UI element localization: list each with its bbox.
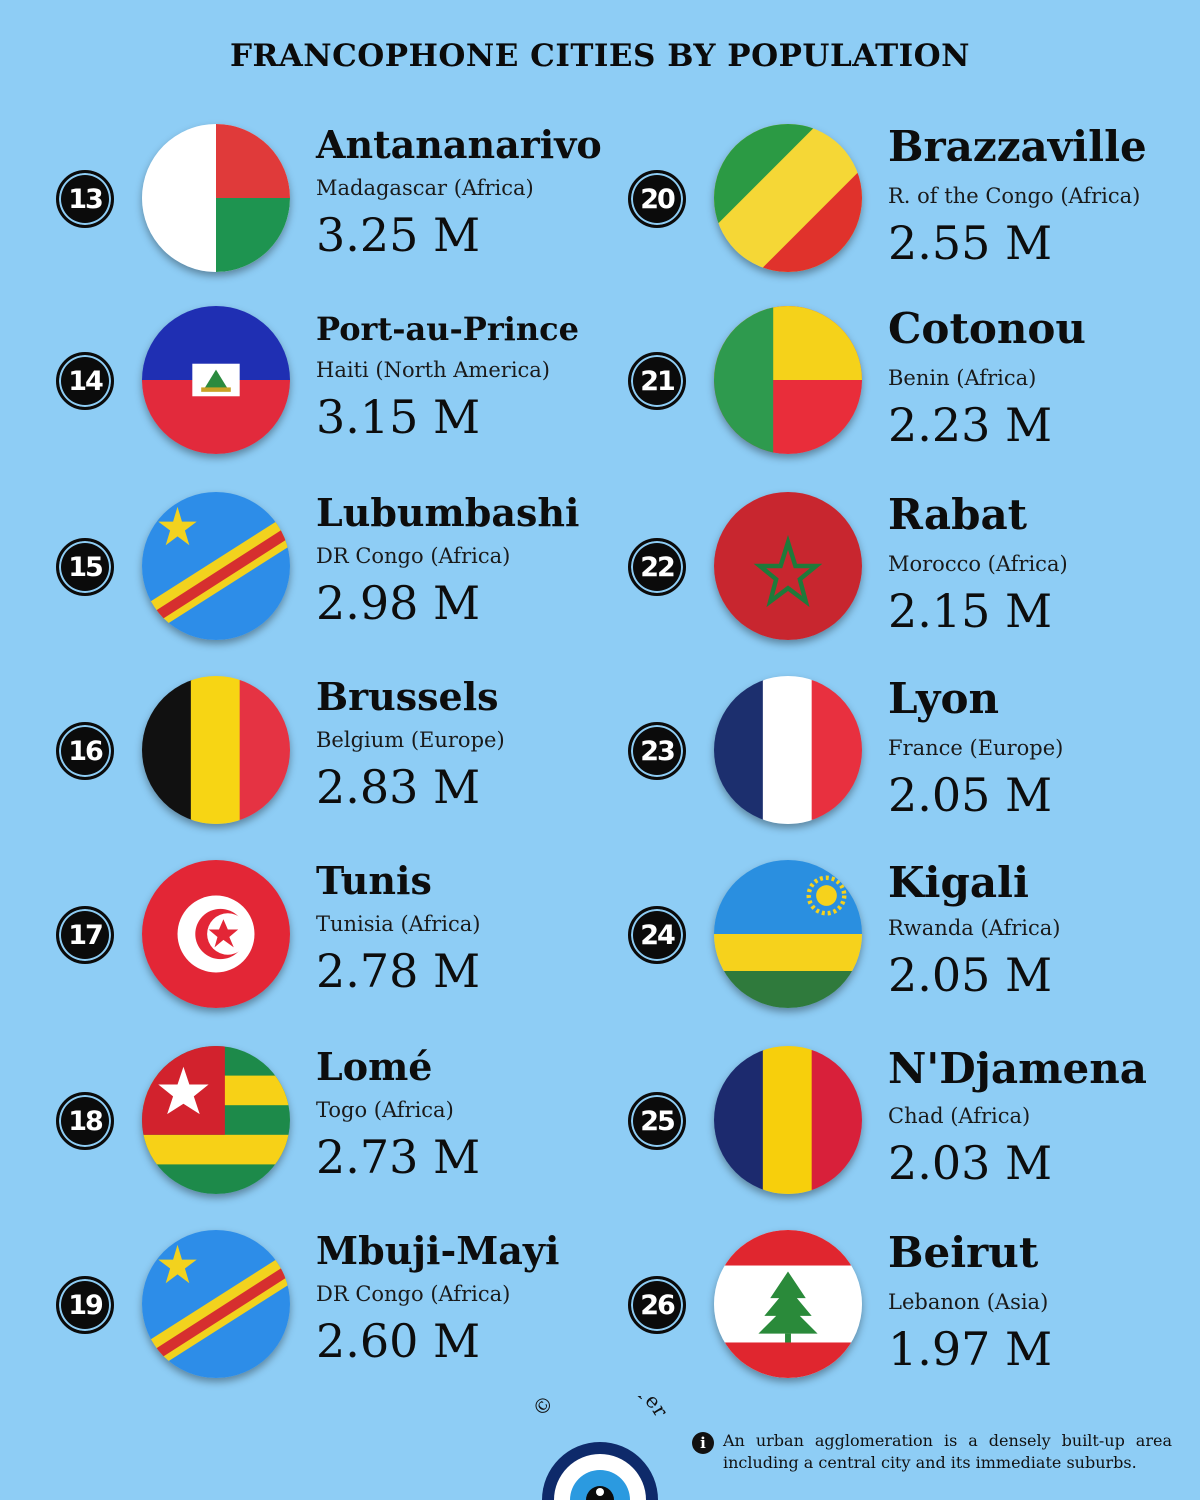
country-label: Togo (Africa) — [316, 1098, 454, 1122]
city-name: Tunis — [316, 858, 432, 903]
rank-badge: 18 — [56, 1092, 114, 1150]
togo-flag-icon — [142, 1046, 290, 1194]
rank-badge: 19 — [56, 1276, 114, 1334]
city-entry-brussels: 16 Brussels Belgium (Europe) 2.83 M — [56, 672, 616, 832]
city-entry-ndjamena: 25 N'Djamena Chad (Africa) 2.03 M — [628, 1042, 1188, 1202]
rank-badge: 26 — [628, 1276, 686, 1334]
country-label: Chad (Africa) — [888, 1104, 1031, 1128]
rank-badge: 17 — [56, 906, 114, 964]
population-value: 2.98 M — [316, 576, 481, 630]
rank-badge: 16 — [56, 722, 114, 780]
rank-badge: 21 — [628, 352, 686, 410]
madagascar-flag-icon — [142, 124, 290, 272]
city-name: N'Djamena — [888, 1044, 1147, 1093]
brand-text: © Civixplorer — [527, 1365, 673, 1421]
benin-flag-icon — [714, 306, 862, 454]
country-label: Morocco (Africa) — [888, 552, 1068, 576]
population-value: 2.05 M — [888, 768, 1053, 822]
population-value: 2.83 M — [316, 760, 481, 814]
svg-text:© Civixplorer: © Civixplorer — [527, 1396, 673, 1421]
rank-badge: 13 — [56, 170, 114, 228]
city-entry-tunis: 17 Tunis Tunisia (Africa) 2.78 M — [56, 856, 616, 1016]
city-entry-lyon: 23 Lyon France (Europe) 2.05 M — [628, 672, 1188, 832]
country-label: DR Congo (Africa) — [316, 544, 511, 568]
chad-flag-icon — [714, 1046, 862, 1194]
page-title: FRANCOPHONE CITIES BY POPULATION — [229, 38, 971, 74]
info-icon: i — [692, 1432, 714, 1454]
population-value: 2.03 M — [888, 1136, 1053, 1190]
dr-congo-flag-icon — [142, 492, 290, 640]
lebanon-flag-icon — [714, 1230, 862, 1378]
country-label: R. of the Congo (Africa) — [888, 184, 1141, 208]
city-entry-antananarivo: 13 Antananarivo Madagascar (Africa) 3.25… — [56, 120, 616, 280]
footnote: An urban agglomeration is a densely buil… — [723, 1431, 1172, 1472]
brand-logo: © Civixplorer — [520, 1365, 680, 1500]
population-value: 2.78 M — [316, 944, 481, 998]
city-entry-beirut: 26 Beirut Lebanon (Asia) 1.97 M — [628, 1226, 1188, 1386]
rwanda-flag-icon — [714, 860, 862, 1008]
city-entry-rabat: 22 Rabat Morocco (Africa) 2.15 M — [628, 488, 1188, 648]
country-label: Belgium (Europe) — [316, 728, 505, 752]
city-entry-port-au-prince: 14 Port-au-Prince Haiti (North America) … — [56, 302, 616, 462]
city-name: Brussels — [316, 674, 499, 719]
population-value: 2.05 M — [888, 948, 1053, 1002]
morocco-flag-icon — [714, 492, 862, 640]
rank-badge: 24 — [628, 906, 686, 964]
country-label: Tunisia (Africa) — [316, 912, 481, 936]
rank-badge: 15 — [56, 538, 114, 596]
congo-flag-icon — [714, 124, 862, 272]
city-entry-brazzaville: 20 Brazzaville R. of the Congo (Africa) … — [628, 120, 1188, 280]
city-entry-kigali: 24 Kigali Rwanda (Africa) 2.05 M — [628, 856, 1188, 1016]
rank-badge: 25 — [628, 1092, 686, 1150]
population-value: 3.25 M — [316, 208, 481, 262]
city-name: Lomé — [316, 1044, 433, 1089]
country-label: DR Congo (Africa) — [316, 1282, 511, 1306]
city-name: Lyon — [888, 674, 999, 723]
country-label: Haiti (North America) — [316, 358, 551, 382]
population-value: 2.55 M — [888, 216, 1053, 270]
city-name: Port-au-Prince — [316, 310, 579, 348]
rank-badge: 23 — [628, 722, 686, 780]
city-name: Antananarivo — [316, 122, 602, 167]
city-entry-lome: 18 Lomé Togo (Africa) 2.73 M — [56, 1042, 616, 1202]
haiti-flag-icon — [142, 306, 290, 454]
city-entry-mbuji-mayi: 19 Mbuji-Mayi DR Congo (Africa) 2.60 M — [56, 1226, 616, 1386]
rank-badge: 22 — [628, 538, 686, 596]
population-value: 2.15 M — [888, 584, 1053, 638]
population-value: 2.73 M — [316, 1130, 481, 1184]
belgium-flag-icon — [142, 676, 290, 824]
city-name: Rabat — [888, 490, 1028, 539]
rank-badge: 20 — [628, 170, 686, 228]
city-name: Lubumbashi — [316, 490, 580, 535]
city-name: Beirut — [888, 1228, 1039, 1277]
city-name: Cotonou — [888, 304, 1086, 353]
population-value: 3.15 M — [316, 390, 481, 444]
city-entry-cotonou: 21 Cotonou Benin (Africa) 2.23 M — [628, 302, 1188, 462]
country-label: Benin (Africa) — [888, 366, 1037, 390]
country-label: Lebanon (Asia) — [888, 1290, 1049, 1314]
country-label: France (Europe) — [888, 736, 1064, 760]
population-value: 2.23 M — [888, 398, 1053, 452]
rank-badge: 14 — [56, 352, 114, 410]
city-name: Kigali — [888, 858, 1029, 907]
city-name: Brazzaville — [888, 122, 1147, 171]
country-label: Madagascar (Africa) — [316, 176, 534, 200]
population-value: 1.97 M — [888, 1322, 1053, 1376]
france-flag-icon — [714, 676, 862, 824]
city-name: Mbuji-Mayi — [316, 1228, 560, 1273]
city-entry-lubumbashi: 15 Lubumbashi DR Congo (Africa) 2.98 M — [56, 488, 616, 648]
population-value: 2.60 M — [316, 1314, 481, 1368]
dr-congo-flag-icon — [142, 1230, 290, 1378]
country-label: Rwanda (Africa) — [888, 916, 1061, 940]
tunisia-flag-icon — [142, 860, 290, 1008]
